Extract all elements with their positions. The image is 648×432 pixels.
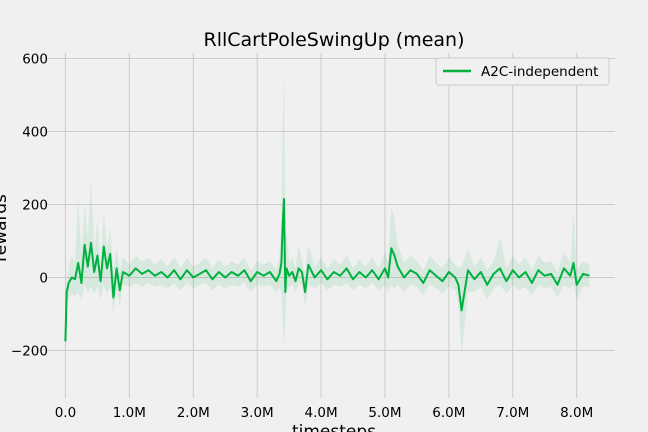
y-tick-label: 600 — [22, 51, 48, 67]
x-tick-label: 7.0M — [496, 405, 529, 421]
y-tick-label: −200 — [11, 344, 48, 360]
x-tick-label: 5.0M — [368, 405, 401, 421]
legend-label: A2C-independent — [481, 64, 598, 80]
y-tick-label: 400 — [22, 124, 48, 140]
x-axis-label: timesteps — [292, 422, 376, 432]
x-tick-label: 8.0M — [560, 405, 593, 421]
x-tick-label: 0.0 — [55, 405, 76, 421]
chart-title: RllCartPoleSwingUp (mean) — [204, 29, 465, 51]
legend: A2C-independent — [435, 57, 610, 86]
series-lines — [64, 198, 590, 342]
y-axis-label: rewards — [0, 194, 11, 262]
x-tick-labels: 0.0 1.0M 2.0M 3.0M 4.0M 5.0M 6.0M 7.0M 8.0M — [55, 405, 594, 421]
x-tick-label: 1.0M — [113, 405, 146, 421]
x-tick-label: 4.0M — [304, 405, 337, 421]
y-tick-label: 0 — [39, 271, 48, 287]
x-tick-label: 2.0M — [177, 405, 210, 421]
x-tick-label: 6.0M — [432, 405, 465, 421]
y-tick-labels: −200 0 200 400 600 — [11, 51, 48, 359]
legend-box — [435, 57, 610, 86]
y-tick-label: 200 — [22, 198, 48, 214]
x-tick-label: 3.0M — [241, 405, 274, 421]
series-line — [64, 198, 590, 342]
